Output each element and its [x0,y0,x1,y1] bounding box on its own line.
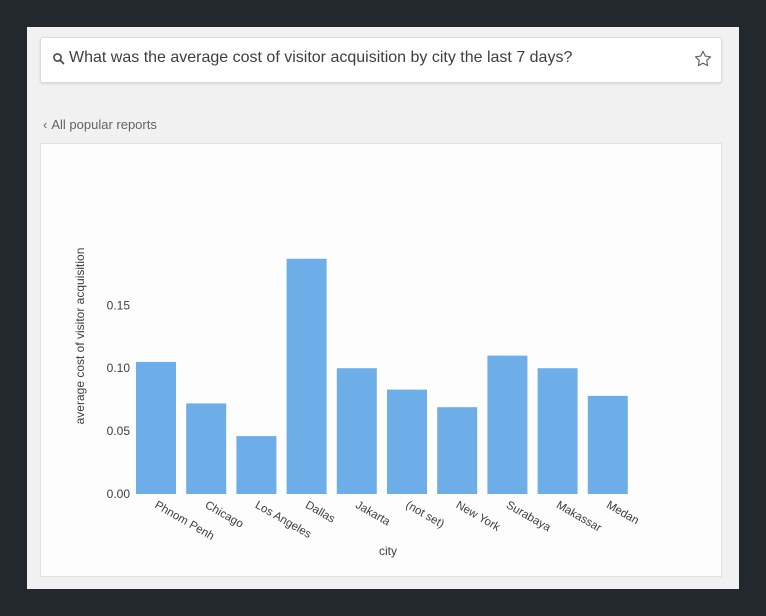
chevron-left-icon: ‹ [43,117,48,132]
bar-new-york[interactable] [437,407,478,494]
x-tick-label: Los Angeles [253,499,313,541]
bar-dallas[interactable] [286,258,327,494]
star-icon[interactable] [693,49,713,69]
bar-medan[interactable] [587,395,628,494]
search-icon [53,53,65,65]
x-tick-label: Dallas [303,499,337,525]
x-axis-label: city [379,544,397,558]
chart-card: 0.00 0.05 0.10 0.15 Phnom Penh Chicago Los An… [40,143,722,577]
search-query[interactable]: What was the average cost of visitor acq… [69,49,573,66]
all-popular-reports-link[interactable]: ‹ All popular reports [43,117,157,132]
x-tick-label: New York [454,499,502,534]
report-panel: What was the average cost of visitor acq… [27,27,739,589]
bar-not-set[interactable] [387,389,427,494]
x-tick-label: Jakarta [353,499,392,529]
bar-phnom-penh[interactable] [136,361,176,494]
x-tick-label: Surabaya [504,499,553,534]
bar-los-angeles[interactable] [236,436,277,494]
x-tick-label: (not set) [404,499,447,531]
bar-makassar[interactable] [537,368,578,494]
y-tick-label: 0.15 [107,298,131,312]
y-tick-label: 0.00 [107,487,131,501]
bar-surabaya[interactable] [487,355,528,494]
x-tick-label: Medan [604,499,640,527]
bar-chicago[interactable] [186,403,227,494]
search-bar[interactable]: What was the average cost of visitor acq… [40,37,722,83]
y-axis-label: average cost of visitor acquisition [73,248,87,425]
x-tick-label: Chicago [203,499,246,530]
bar-jakarta[interactable] [336,368,377,494]
y-tick-label: 0.10 [107,361,131,375]
y-tick-label: 0.05 [107,424,131,438]
back-link-label: All popular reports [51,117,157,132]
x-tick-label: Makassar [554,499,603,534]
